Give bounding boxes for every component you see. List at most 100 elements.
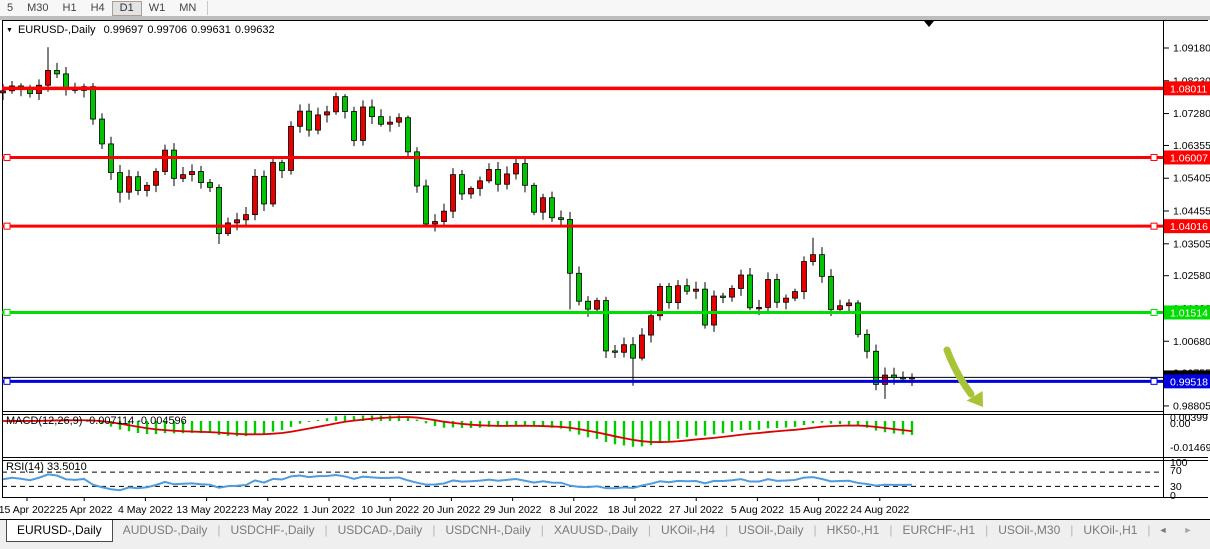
candle-body — [378, 116, 384, 125]
chart-title: ▼ EURUSD-,Daily 0.99697 0.99706 0.99631 0.996… — [6, 24, 279, 36]
candle-up — [783, 294, 789, 310]
price-level-label-text: 1.04016 — [1170, 221, 1208, 233]
candle-body — [99, 118, 105, 145]
hline-1.06007[interactable] — [2, 153, 1163, 161]
candle-body — [540, 197, 546, 213]
hline-right-handle[interactable] — [1150, 377, 1158, 385]
arrow-head[interactable] — [966, 391, 983, 407]
price-level-label-box — [1164, 150, 1210, 165]
candle-body — [747, 274, 753, 309]
candle-body — [189, 171, 195, 176]
candle-up — [657, 283, 663, 321]
tab-separator: | — [1147, 523, 1151, 537]
tab-hk50-h1[interactable]: HK50-,H1 — [826, 523, 880, 537]
tab-usoil-m30[interactable]: USOil-,M30 — [998, 523, 1061, 537]
date-label: 18 Jul 2022 — [608, 504, 662, 516]
candle-down — [279, 159, 285, 179]
price-tick-label: 1.07280 — [1173, 108, 1210, 120]
candle-down — [351, 106, 357, 147]
tab-separator: | — [813, 523, 817, 537]
candle-body — [90, 86, 96, 120]
chart-background[interactable] — [0, 20, 1210, 520]
candle-up — [846, 299, 852, 314]
candle-body — [342, 96, 348, 112]
arrow-shaft[interactable] — [943, 346, 975, 398]
candle-body — [882, 374, 888, 385]
price-tick-label: 0.98805 — [1173, 400, 1210, 412]
price-level-label: 1.04016 — [1164, 219, 1210, 234]
timeframe-button-h4[interactable]: H4 — [90, 1, 105, 14]
tab-xauusd-daily[interactable]: XAUUSD-,Daily — [553, 523, 638, 537]
candle-up — [882, 367, 888, 399]
hline-right-handle[interactable] — [1150, 308, 1158, 316]
hline-left-handle[interactable] — [3, 308, 11, 316]
candle-down — [747, 268, 753, 311]
candle-body — [810, 254, 816, 262]
price-level-label-box — [1164, 219, 1210, 234]
timeframe-button-5[interactable]: 5 — [7, 1, 14, 14]
candle-up — [648, 310, 654, 343]
candle-up — [810, 237, 816, 266]
candle-down — [531, 182, 537, 216]
hline-right-handle[interactable] — [1150, 222, 1158, 230]
rsi-indicator-label: RSI(14) 33.5010 — [6, 461, 87, 473]
candle-down — [567, 211, 573, 310]
price-tick-label: 1.09180 — [1173, 43, 1210, 55]
timeframe-button-d1[interactable]: D1 — [111, 0, 142, 16]
date-label: 15 Apr 2022 — [0, 504, 55, 516]
chart-shift-marker-icon[interactable] — [924, 21, 934, 27]
candle-body — [270, 162, 276, 205]
candle-up — [477, 176, 483, 196]
tab-scroll-left-icon[interactable]: ◄ — [1158, 525, 1168, 535]
candle-body — [180, 174, 186, 179]
hline-left-handle[interactable] — [3, 222, 11, 230]
candle-body — [360, 106, 366, 141]
candle-body — [783, 297, 789, 303]
tab-eurusd-daily[interactable]: EURUSD-,Daily — [6, 520, 113, 542]
timeframe-toolbar: 5 M30 H1 H4 D1 W1 MN — [0, 0, 1210, 16]
candle-body — [144, 184, 150, 191]
tab-eurchf-h1[interactable]: EURCHF-,H1 — [902, 523, 976, 537]
price-tick-label: 1.03505 — [1173, 238, 1210, 250]
candle-body — [387, 121, 393, 125]
tab-usdchf-daily[interactable]: USDCHF-,Daily — [230, 523, 315, 537]
candle-up — [441, 203, 447, 226]
tab-usoil-daily[interactable]: USOil-,Daily — [738, 523, 804, 537]
candle-body — [873, 350, 879, 385]
candle-up — [675, 280, 681, 310]
candle-body — [657, 285, 663, 317]
candle-up — [270, 158, 276, 207]
hline-0.99518[interactable] — [2, 377, 1163, 385]
tab-ukoil-h1[interactable]: UKOil-,H1 — [1083, 523, 1138, 537]
candle-body — [234, 219, 240, 224]
hline-left-handle[interactable] — [3, 377, 11, 385]
timeframe-button-h1[interactable]: H1 — [62, 1, 77, 14]
candle-body — [459, 174, 465, 195]
hline-right-handle[interactable] — [1150, 153, 1158, 161]
macd-indicator-label: MACD(12,26,9) -0.007114 -0.004596 — [6, 415, 187, 427]
candle-body — [576, 272, 582, 302]
hline-1.01514[interactable] — [2, 308, 1163, 316]
tab-ukoil-h4[interactable]: UKOil-,H4 — [661, 523, 716, 537]
timeframe-button-m30[interactable]: M30 — [27, 1, 49, 14]
candle-up — [288, 121, 294, 175]
sell-direction-arrow[interactable] — [943, 346, 983, 407]
candle-down — [117, 164, 123, 203]
tab-usdcnh-daily[interactable]: USDCNH-,Daily — [445, 523, 531, 537]
hline-left-handle[interactable] — [3, 153, 11, 161]
tab-usdcad-daily[interactable]: USDCAD-,Daily — [337, 523, 423, 537]
timeframe-button-mn[interactable]: MN — [179, 1, 197, 14]
candle-up — [621, 337, 627, 358]
tab-audusd-daily[interactable]: AUDUSD-,Daily — [122, 523, 208, 537]
date-label: 1 Jun 2022 — [303, 504, 355, 516]
rsi-axis-label: 0 — [1170, 490, 1176, 502]
candle-down — [423, 179, 429, 228]
quote-high: 0.99706 — [147, 24, 188, 36]
hline-1.04016[interactable] — [2, 222, 1163, 230]
tab-scroll-right-icon[interactable]: ► — [1183, 525, 1193, 535]
chart-canvas[interactable]: 1.091801.082301.072801.063551.054051.044… — [0, 20, 1210, 520]
symbol-dropdown-icon[interactable]: ▼ — [6, 27, 13, 34]
date-label: 20 Jun 2022 — [422, 504, 480, 516]
timeframe-button-w1[interactable]: W1 — [148, 1, 166, 14]
